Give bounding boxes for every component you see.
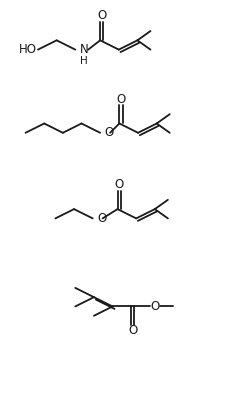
Text: O: O <box>150 300 160 313</box>
Text: H: H <box>80 55 88 66</box>
Text: HO: HO <box>19 43 37 56</box>
Text: N: N <box>80 43 88 56</box>
Text: O: O <box>114 178 124 191</box>
Text: O: O <box>128 324 138 337</box>
Text: O: O <box>104 126 114 139</box>
Text: O: O <box>116 92 126 106</box>
Text: O: O <box>97 212 106 225</box>
Text: O: O <box>97 9 106 22</box>
